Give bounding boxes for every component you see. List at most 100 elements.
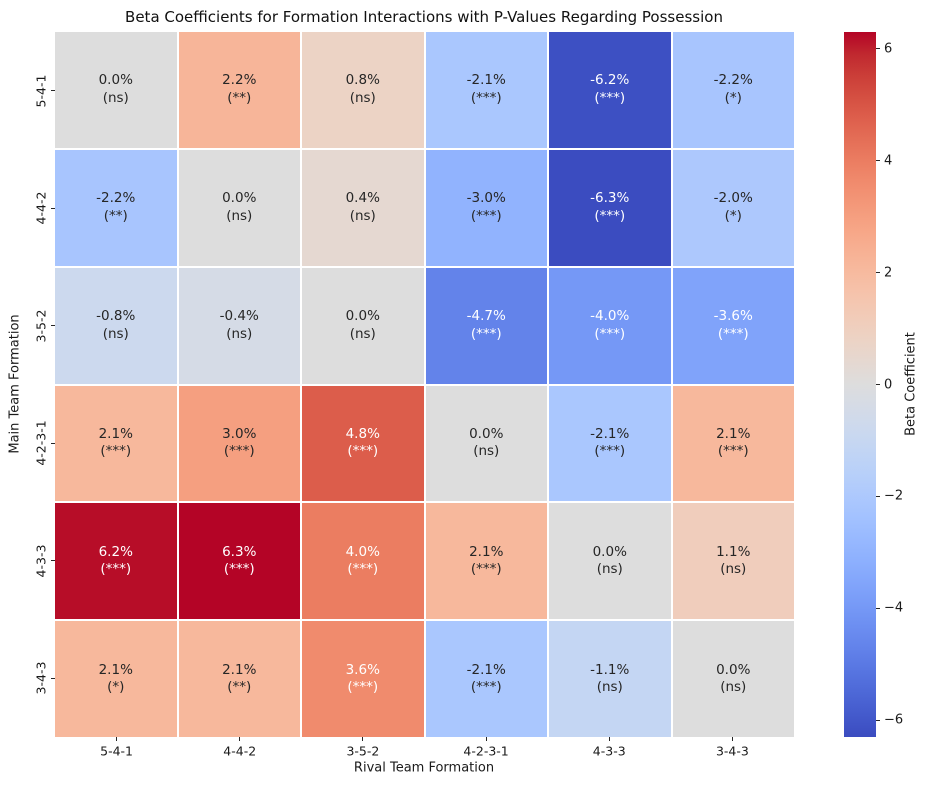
y-tick-mark — [51, 442, 55, 444]
cell-value: 0.0% — [592, 543, 627, 560]
y-tick-label: 4-4-2 — [33, 191, 49, 225]
heatmap-cell: 0.0% (ns) — [425, 385, 547, 502]
heatmap-cell: -6.2% (***) — [549, 32, 671, 148]
heatmap-cell: -2.0% (*) — [672, 149, 794, 266]
x-tick-label: 4-3-3 — [592, 743, 626, 759]
colorbar-tick-mark — [876, 48, 880, 50]
cell-significance: (ns) — [596, 561, 623, 578]
cell-significance: (***) — [100, 443, 132, 460]
cell-value: 2.1% — [98, 661, 133, 678]
y-tick-label: 4-2-3-1 — [33, 420, 49, 466]
heatmap-cell: 3.6% (***) — [302, 621, 424, 737]
heatmap-cell: 0.0% (ns) — [302, 267, 424, 384]
cell-value: 4.8% — [345, 425, 380, 442]
heatmap-cell: 0.0% (ns) — [672, 621, 794, 737]
cell-significance: (***) — [223, 443, 255, 460]
heatmap-cell: -2.1% (***) — [425, 32, 547, 148]
heatmap-cell: -0.8% (ns) — [55, 267, 177, 384]
colorbar-gradient — [844, 32, 876, 737]
colorbar-tick-mark — [876, 495, 880, 497]
cell-value: 4.0% — [345, 543, 380, 560]
cell-value: 0.0% — [98, 72, 133, 89]
cell-value: -0.4% — [219, 308, 259, 325]
cell-value: 2.1% — [469, 543, 504, 560]
colorbar-tick-mark — [876, 160, 880, 162]
cell-significance: (*) — [724, 89, 742, 106]
cell-significance: (*) — [724, 207, 742, 224]
heatmap-cell: -2.1% (***) — [549, 385, 671, 502]
cell-significance: (ns) — [349, 325, 376, 342]
cell-value: 3.6% — [345, 661, 380, 678]
cell-significance: (ns) — [102, 89, 129, 106]
cell-value: 3.0% — [222, 425, 257, 442]
heatmap-cell: -3.0% (***) — [425, 149, 547, 266]
cell-value: -6.2% — [590, 72, 630, 89]
heatmap-cell: -2.2% (**) — [55, 149, 177, 266]
colorbar-tick-label: 6 — [884, 41, 893, 57]
colorbar-tick-mark — [876, 384, 880, 385]
y-tick-label: 3-4-3 — [33, 661, 49, 695]
cell-significance: (***) — [717, 443, 749, 460]
colorbar-tick-label: 0 — [884, 377, 893, 392]
heatmap: 0.0% (ns) 2.2% (**) 0.8% (ns) -2.1% (***) -6.2%(… — [55, 32, 794, 737]
y-tick-mark — [51, 560, 55, 562]
cell-significance: (ns) — [720, 679, 747, 696]
heatmap-cell: 0.0% (ns) — [55, 32, 177, 148]
cell-value: -1.1% — [590, 661, 630, 678]
cell-significance: (***) — [470, 207, 502, 224]
cell-value: 0.0% — [222, 190, 257, 207]
cell-significance: (***) — [100, 561, 132, 578]
heatmap-cell: 6.2% (***) — [55, 503, 177, 620]
heatmap-cell: 2.1% (**) — [178, 621, 300, 737]
y-tick-label: 5-4-1 — [33, 74, 49, 108]
y-axis-label: Main Team Formation — [7, 314, 23, 454]
colorbar-tick-label: −2 — [884, 488, 904, 504]
colorbar-tick-label: 2 — [884, 265, 893, 281]
cell-significance: (ns) — [226, 325, 253, 342]
heatmap-cell: 4.8% (***) — [302, 385, 424, 502]
heatmap-cell: -2.2% (*) — [672, 32, 794, 148]
heatmap-cell: 2.1% (***) — [55, 385, 177, 502]
cell-significance: (ns) — [226, 207, 253, 224]
cell-value: 0.8% — [345, 72, 380, 89]
heatmap-cell: 0.0% (ns) — [178, 149, 300, 266]
cell-significance: (***) — [717, 325, 749, 342]
cell-value: -4.7% — [466, 308, 506, 325]
cell-value: -2.0% — [713, 190, 753, 207]
y-tick-label: 3-5-2 — [33, 309, 49, 343]
cell-value: 0.0% — [716, 661, 751, 678]
heatmap-cell: -2.1% (***) — [425, 621, 547, 737]
cell-value: 2.1% — [98, 425, 133, 442]
colorbar-tick-mark — [876, 272, 880, 274]
cell-significance: (ns) — [349, 89, 376, 106]
cell-value: -2.2% — [713, 72, 753, 89]
colorbar-tick-label: −6 — [884, 712, 904, 728]
heatmap-cell: 0.4% (ns) — [302, 149, 424, 266]
cell-significance: (***) — [594, 89, 626, 106]
cell-value: 2.1% — [716, 425, 751, 442]
colorbar-label: Beta Coefficient — [903, 332, 919, 436]
cell-significance: (ns) — [349, 207, 376, 224]
heatmap-cell: -1.1% (ns) — [549, 621, 671, 737]
cell-value: 0.0% — [469, 425, 504, 442]
chart-title: Beta Coefficients for Formation Interact… — [125, 8, 723, 26]
x-tick-mark — [485, 737, 487, 741]
x-tick-mark — [731, 737, 733, 741]
cell-significance: (**) — [227, 679, 252, 696]
cell-significance: (***) — [594, 207, 626, 224]
cell-significance: (***) — [470, 89, 502, 106]
cell-value: 2.2% — [222, 72, 257, 89]
x-tick-label: 4-2-3-1 — [463, 743, 509, 759]
colorbar-tick-mark — [876, 607, 880, 609]
cell-value: -3.6% — [713, 308, 753, 325]
heatmap-cell: 2.1% (***) — [425, 503, 547, 620]
heatmap-cell: -6.3% (***) — [549, 149, 671, 266]
cell-significance: (***) — [347, 679, 379, 696]
x-tick-label: 5-4-1 — [100, 743, 134, 759]
heatmap-cell: -4.0% (***) — [549, 267, 671, 384]
cell-significance: (***) — [594, 325, 626, 342]
cell-significance: (***) — [223, 561, 255, 578]
cell-value: -2.1% — [466, 661, 506, 678]
cell-value: -4.0% — [590, 308, 630, 325]
